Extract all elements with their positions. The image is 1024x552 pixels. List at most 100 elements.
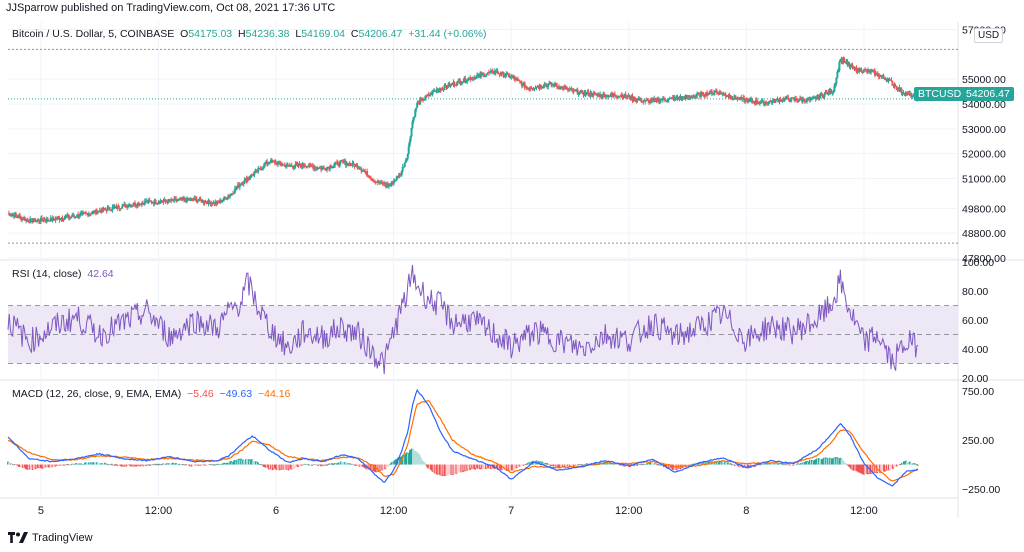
macd-tick-label: −250.00 bbox=[962, 484, 1000, 496]
macd-histogram-bar bbox=[355, 464, 358, 466]
macd-histogram-bar bbox=[170, 463, 172, 465]
candle-body bbox=[110, 209, 113, 211]
candle-body bbox=[460, 83, 463, 85]
macd-histogram-bar bbox=[301, 464, 304, 466]
macd-histogram-bar bbox=[480, 464, 482, 468]
macd-histogram-bar bbox=[699, 462, 702, 465]
macd-histogram-bar bbox=[913, 463, 916, 465]
macd-histogram-bar bbox=[874, 464, 877, 473]
macd-histogram-bar bbox=[183, 464, 186, 466]
macd-histogram-bar bbox=[352, 464, 355, 466]
candle-body bbox=[197, 200, 200, 202]
candle-body bbox=[860, 68, 863, 72]
macd-histogram-bar bbox=[43, 464, 46, 467]
macd-histogram-bar bbox=[387, 464, 390, 467]
macd-histogram-bar bbox=[565, 464, 567, 467]
macd-histogram-bar bbox=[254, 461, 256, 465]
macd-histogram-bar bbox=[290, 464, 293, 470]
candle-body bbox=[879, 75, 882, 77]
macd-histogram-bar bbox=[283, 464, 286, 470]
candle-body bbox=[78, 216, 81, 218]
macd-histogram-bar bbox=[878, 464, 880, 472]
macd-histogram-bar bbox=[745, 464, 748, 468]
macd-histogram-bar bbox=[481, 464, 483, 470]
candle-body bbox=[59, 219, 62, 221]
macd-histogram-bar bbox=[505, 464, 508, 471]
candle-body bbox=[16, 215, 19, 217]
candle-body bbox=[492, 73, 495, 75]
macd-histogram-bar bbox=[726, 463, 728, 465]
candle-body bbox=[410, 127, 413, 137]
candle-body bbox=[155, 203, 158, 205]
candle-body bbox=[587, 91, 590, 96]
macd-histogram-bar bbox=[692, 463, 695, 465]
candle-body bbox=[626, 96, 629, 98]
macd-histogram-bar bbox=[49, 464, 52, 467]
candle-body bbox=[249, 177, 252, 179]
macd-histogram-bar bbox=[426, 464, 429, 469]
macd-histogram-bar bbox=[251, 459, 253, 465]
candle-body bbox=[790, 97, 793, 101]
macd-histogram-bar bbox=[856, 464, 859, 472]
macd-histogram-bar bbox=[242, 459, 244, 465]
macd-histogram-bar bbox=[793, 464, 796, 466]
candle-body bbox=[150, 201, 153, 203]
candle-body bbox=[842, 59, 845, 62]
macd-histogram-bar bbox=[151, 464, 154, 466]
macd-histogram-bar bbox=[82, 464, 84, 465]
macd-histogram-bar bbox=[327, 464, 329, 465]
candle-body bbox=[846, 61, 849, 65]
macd-histogram-bar bbox=[58, 464, 61, 466]
macd-histogram-bar bbox=[822, 457, 825, 465]
footer-brand[interactable]: TradingView bbox=[8, 532, 93, 544]
macd-histogram-bar bbox=[146, 464, 149, 466]
macd-histogram-bar bbox=[418, 455, 421, 465]
macd-histogram-bar bbox=[343, 462, 346, 465]
macd-histogram-bar bbox=[293, 464, 296, 469]
macd-histogram-bar bbox=[646, 463, 648, 465]
candle-body bbox=[386, 183, 389, 187]
candle-body bbox=[333, 163, 336, 166]
candle-body bbox=[847, 63, 850, 65]
macd-histogram-bar bbox=[733, 464, 736, 466]
macd-histogram-bar bbox=[227, 462, 230, 465]
macd-histogram-bar bbox=[78, 463, 81, 465]
candle-body bbox=[666, 100, 669, 102]
macd-histogram-bar bbox=[894, 464, 897, 466]
macd-histogram-bar bbox=[467, 464, 470, 470]
macd-histogram-bar bbox=[232, 461, 235, 465]
macd-histogram-bar bbox=[527, 463, 530, 465]
macd-histogram-bar bbox=[192, 464, 195, 466]
candle-body bbox=[464, 77, 467, 83]
candle-body bbox=[279, 163, 282, 165]
macd-histogram-bar bbox=[636, 464, 639, 466]
candle-body bbox=[79, 213, 82, 217]
macd-histogram-bar bbox=[882, 464, 884, 471]
macd-histogram-bar bbox=[494, 464, 497, 468]
candle-body bbox=[228, 196, 231, 198]
macd-histogram-bar bbox=[910, 463, 913, 465]
candle-body bbox=[309, 163, 312, 165]
macd-histogram-bar bbox=[263, 464, 266, 468]
candle-body bbox=[509, 77, 512, 79]
macd-histogram-bar bbox=[437, 464, 440, 475]
candle-body bbox=[890, 79, 893, 82]
candle-body bbox=[278, 161, 281, 164]
macd-histogram-bar bbox=[209, 464, 212, 465]
candle-body bbox=[231, 193, 234, 195]
candle-body bbox=[853, 66, 856, 69]
candle-body bbox=[458, 80, 461, 82]
candle-body bbox=[787, 97, 790, 100]
macd-histogram-bar bbox=[675, 464, 678, 471]
currency-badge[interactable]: USD bbox=[974, 28, 1004, 43]
macd-histogram-bar bbox=[141, 464, 144, 466]
candle-body bbox=[676, 96, 679, 99]
macd-histogram-bar bbox=[165, 463, 167, 465]
candle-body bbox=[405, 158, 408, 161]
macd-histogram-bar bbox=[16, 464, 19, 466]
macd-histogram-bar bbox=[163, 463, 165, 465]
x-tick-label: 7 bbox=[508, 505, 514, 517]
macd-histogram-bar bbox=[472, 464, 475, 469]
macd-histogram-bar bbox=[25, 464, 28, 470]
